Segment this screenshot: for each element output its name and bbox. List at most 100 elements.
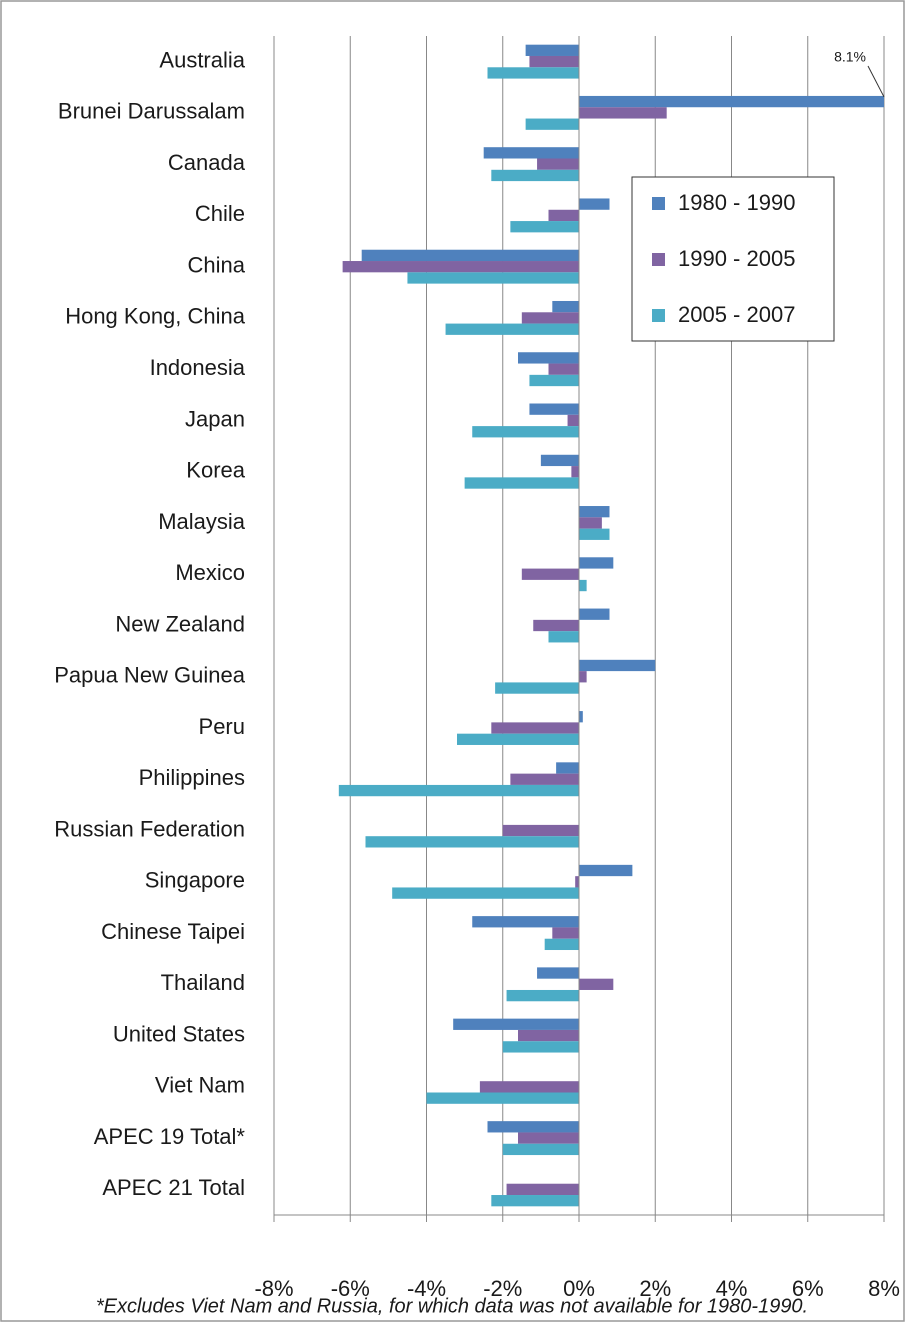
y-tick-label: APEC 21 Total — [102, 1175, 245, 1200]
bar — [483, 147, 579, 159]
bar — [457, 733, 579, 745]
bar — [338, 784, 579, 797]
data-label: 8.1% — [834, 49, 866, 65]
y-tick-label: Peru — [199, 714, 245, 739]
bar — [521, 312, 579, 324]
y-tick-label: Thailand — [161, 970, 245, 995]
bar — [567, 414, 579, 427]
legend-label: 1990 - 2005 — [678, 246, 795, 271]
legend-label: 1980 - 1990 — [678, 190, 795, 215]
bar — [540, 454, 579, 467]
bar — [510, 221, 579, 233]
bar — [464, 477, 579, 489]
y-tick-label: Philippines — [139, 765, 245, 790]
bar — [548, 363, 579, 375]
bar — [579, 978, 614, 990]
y-tick-label: United States — [113, 1021, 245, 1046]
bar — [472, 916, 579, 928]
bar — [502, 1041, 579, 1053]
bar — [548, 631, 579, 643]
bar — [579, 671, 587, 683]
footnote: *Excludes Viet Nam and Russia, for which… — [96, 1295, 808, 1317]
y-tick-label: Papua New Guinea — [54, 663, 246, 688]
y-tick-label: Hong Kong, China — [65, 304, 246, 329]
bar — [571, 466, 579, 478]
bar — [479, 1081, 579, 1093]
bar — [342, 261, 579, 273]
bar — [575, 876, 579, 888]
y-tick-label: Singapore — [145, 868, 245, 893]
bar — [392, 887, 579, 899]
bar — [579, 107, 667, 119]
bar — [491, 169, 579, 182]
bar — [579, 864, 633, 877]
legend-swatch — [652, 309, 665, 322]
y-tick-label: Canada — [168, 150, 246, 175]
bar — [453, 1018, 579, 1030]
bar — [579, 517, 602, 529]
bar — [579, 579, 587, 592]
bar — [506, 1183, 579, 1196]
bar — [579, 711, 583, 723]
bar — [529, 55, 579, 68]
y-tick-label: Mexico — [175, 560, 245, 585]
y-tick-label: Viet Nam — [155, 1073, 245, 1098]
bar — [579, 95, 884, 108]
legend-label: 2005 - 2007 — [678, 302, 795, 327]
bar — [445, 323, 579, 335]
legend-swatch — [652, 197, 665, 210]
bar — [506, 989, 579, 1002]
y-tick-label: Indonesia — [150, 355, 246, 380]
bar — [579, 528, 610, 540]
bar — [552, 300, 579, 313]
bar — [502, 1143, 579, 1156]
bar — [548, 209, 579, 222]
bar — [518, 1132, 579, 1144]
bar — [579, 659, 656, 672]
bar — [529, 374, 579, 387]
bar — [365, 836, 579, 848]
x-tick-label: -8% — [254, 1276, 293, 1301]
y-tick-label: Korea — [186, 458, 245, 483]
bar — [495, 682, 579, 694]
y-tick-label: Japan — [185, 406, 245, 431]
bar — [491, 1195, 579, 1207]
x-tick-label: 2% — [639, 1276, 671, 1301]
bar — [579, 557, 614, 569]
bar — [491, 722, 579, 734]
bar — [518, 1029, 579, 1042]
legend-box — [631, 176, 835, 342]
bar — [521, 568, 579, 580]
bar — [579, 198, 610, 210]
bar — [579, 506, 610, 518]
bar — [502, 824, 579, 837]
x-tick-label: -4% — [407, 1276, 446, 1301]
bar — [487, 1121, 579, 1133]
bar — [537, 967, 579, 979]
y-tick-label: Russian Federation — [54, 816, 245, 841]
bar — [525, 44, 579, 56]
bar — [525, 118, 579, 130]
y-tick-label: Chile — [195, 201, 245, 226]
bar — [518, 352, 579, 364]
bar — [510, 773, 579, 785]
x-tick-label: 6% — [792, 1276, 824, 1301]
y-tick-label: New Zealand — [115, 611, 245, 636]
bar — [552, 927, 579, 939]
bar — [537, 158, 579, 170]
bar — [426, 1092, 579, 1104]
x-tick-label: 4% — [716, 1276, 748, 1301]
y-tick-label: Malaysia — [158, 509, 246, 534]
y-tick-label: China — [188, 252, 246, 277]
x-tick-label: -2% — [483, 1276, 522, 1301]
bars — [338, 44, 884, 1207]
y-tick-label: Chinese Taipei — [101, 919, 245, 944]
bar — [556, 762, 579, 774]
bar — [487, 67, 579, 79]
y-tick-label: APEC 19 Total* — [94, 1124, 246, 1149]
bar — [579, 608, 610, 620]
bar — [529, 403, 579, 415]
y-tick-label: Brunei Darussalam — [58, 99, 245, 124]
bar — [407, 272, 579, 284]
